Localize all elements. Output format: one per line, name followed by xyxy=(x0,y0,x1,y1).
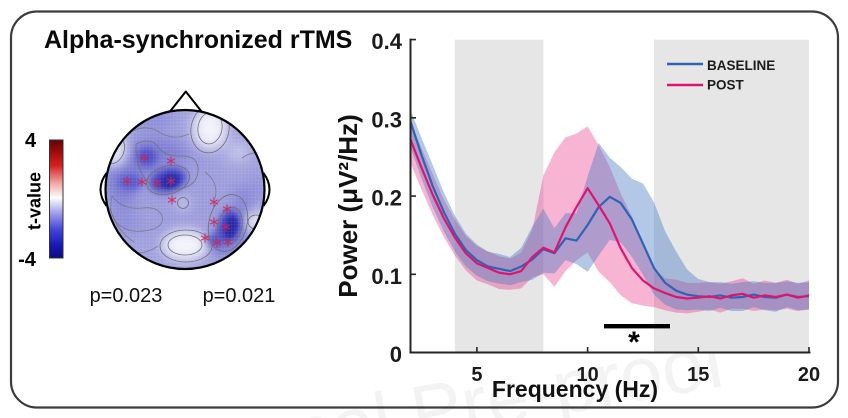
svg-text:BASELINE: BASELINE xyxy=(707,58,775,73)
svg-text:0.4: 0.4 xyxy=(371,29,402,54)
svg-text:t-value: t-value xyxy=(25,172,45,230)
svg-text:*: * xyxy=(628,326,640,359)
svg-text:10: 10 xyxy=(576,364,598,386)
svg-text:20: 20 xyxy=(798,364,820,386)
svg-text:p=0.021: p=0.021 xyxy=(203,285,276,307)
svg-text:4: 4 xyxy=(25,130,37,152)
svg-text:POST: POST xyxy=(707,78,745,93)
svg-text:Alpha-synchronized rTMS: Alpha-synchronized rTMS xyxy=(44,26,352,54)
svg-text:Power (μV²/Hz): Power (μV²/Hz) xyxy=(333,114,363,297)
svg-text:15: 15 xyxy=(687,364,709,386)
svg-text:p=0.023: p=0.023 xyxy=(90,285,163,307)
svg-text:0: 0 xyxy=(390,342,402,367)
svg-text:0.2: 0.2 xyxy=(371,186,402,211)
svg-text:0.3: 0.3 xyxy=(371,107,402,132)
svg-text:-4: -4 xyxy=(18,249,37,271)
svg-text:5: 5 xyxy=(471,364,482,386)
svg-text:0.1: 0.1 xyxy=(371,264,402,289)
svg-text:Frequency (Hz): Frequency (Hz) xyxy=(492,376,658,402)
